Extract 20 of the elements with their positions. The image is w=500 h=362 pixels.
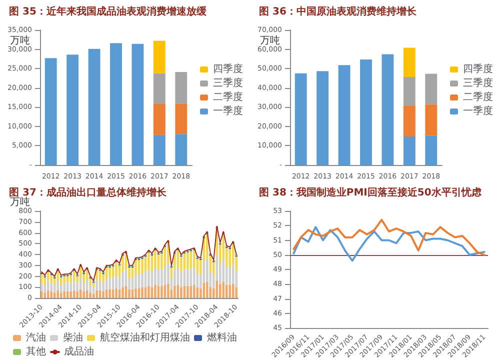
legend-label: 其他 [26, 346, 46, 358]
chart-title: 图 38：我国制造业PMI回落至接近50水平引忧虑 [259, 186, 482, 198]
legend-label: 燃料油 [207, 332, 237, 344]
y-axis-title: 万吨 [260, 34, 280, 46]
legend-label: 一季度 [463, 105, 493, 117]
legend-label: 二季度 [213, 91, 243, 103]
legend-label: 成品油 [64, 346, 94, 358]
y-axis-title: 万吨 [10, 34, 30, 46]
legend-label: 汽油 [26, 332, 46, 344]
legend-label: 柴油 [63, 332, 83, 344]
legend-label: 三季度 [463, 77, 493, 89]
legend-label: 二季度 [463, 91, 493, 103]
legend-label: 三季度 [213, 77, 243, 89]
legend-label: 四季度 [463, 63, 493, 75]
legend-label: 航空煤油和灯用煤油 [100, 332, 190, 344]
chart-title: 图 36：中国原油表观消费维持增长 [259, 6, 418, 18]
y-axis-title: 万吨 [10, 196, 30, 208]
legend-label: 四季度 [213, 63, 243, 75]
legend-label: 一季度 [213, 105, 243, 117]
chart-title: 图 35：近年来我国成品油表观消费增速放缓 [9, 6, 208, 18]
